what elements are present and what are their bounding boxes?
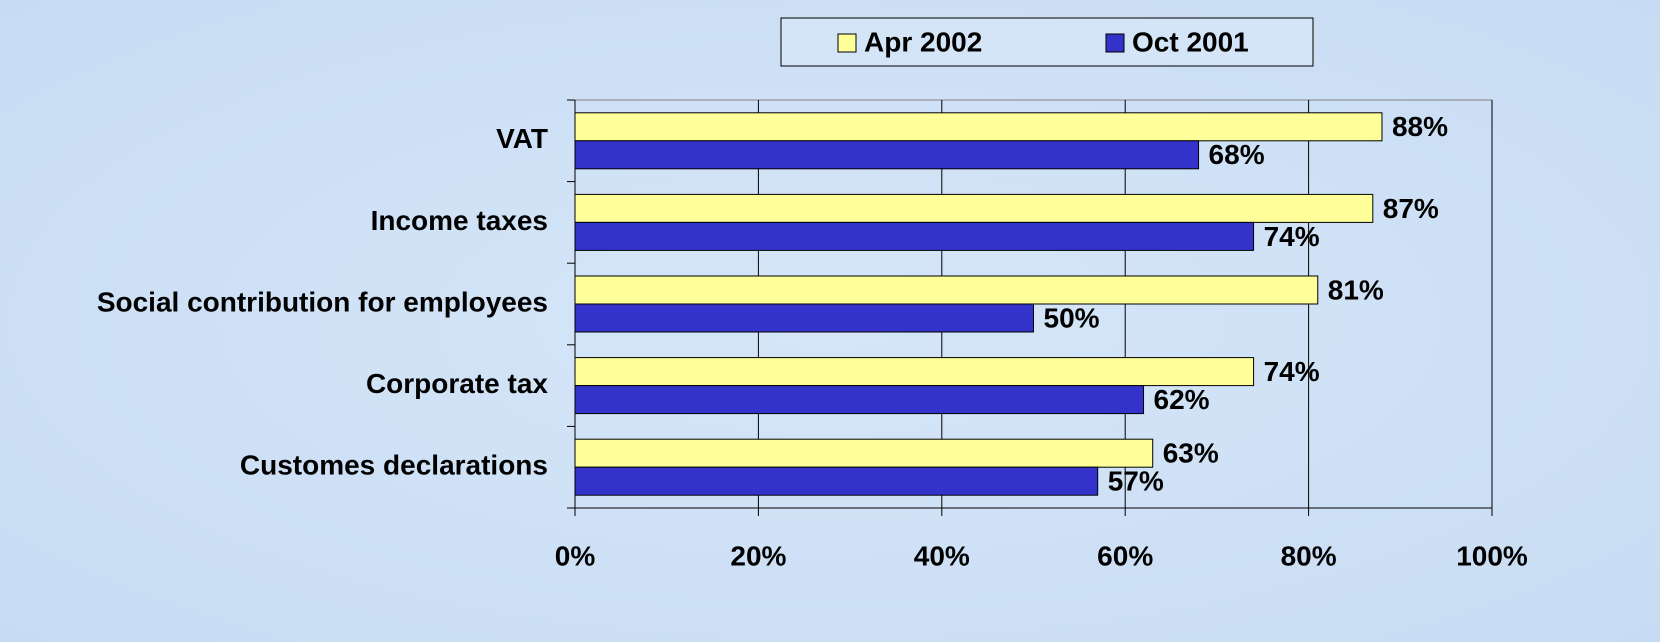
bar [574, 385, 1145, 415]
value-label: 62% [1154, 384, 1210, 415]
x-tick-label: 80% [1281, 540, 1337, 571]
bar [574, 357, 1255, 387]
value-label: 68% [1209, 139, 1265, 170]
legend-swatch [1105, 33, 1125, 53]
bar [574, 193, 1374, 223]
x-tick-label: 60% [1097, 540, 1153, 571]
bar [574, 438, 1154, 468]
x-tick-label: 100% [1456, 540, 1528, 571]
value-label: 88% [1392, 111, 1448, 142]
value-label: 63% [1163, 438, 1219, 469]
legend-box [780, 17, 1314, 67]
y-tick-label: Income taxes [371, 205, 548, 236]
x-tick-label: 40% [914, 540, 970, 571]
y-tick-label: VAT [496, 123, 548, 154]
value-label: 74% [1264, 356, 1320, 387]
x-tick-label: 20% [730, 540, 786, 571]
y-tick-label: Customes declarations [240, 450, 548, 481]
legend-swatch [837, 33, 857, 53]
value-label: 57% [1108, 466, 1164, 497]
bar [574, 275, 1319, 305]
bar [574, 303, 1034, 333]
value-label: 81% [1328, 274, 1384, 305]
bar [574, 466, 1099, 496]
bar [574, 221, 1255, 251]
value-label: 87% [1383, 193, 1439, 224]
value-label: 74% [1264, 221, 1320, 252]
y-tick-label: Social contribution for employees [97, 286, 548, 317]
y-tick-label: Corporate tax [366, 368, 548, 399]
x-tick-label: 0% [555, 540, 596, 571]
legend-label: Apr 2002 [864, 26, 982, 57]
legend-label: Oct 2001 [1132, 26, 1249, 57]
bar [574, 112, 1383, 142]
value-label: 50% [1044, 302, 1100, 333]
bar [574, 140, 1200, 170]
